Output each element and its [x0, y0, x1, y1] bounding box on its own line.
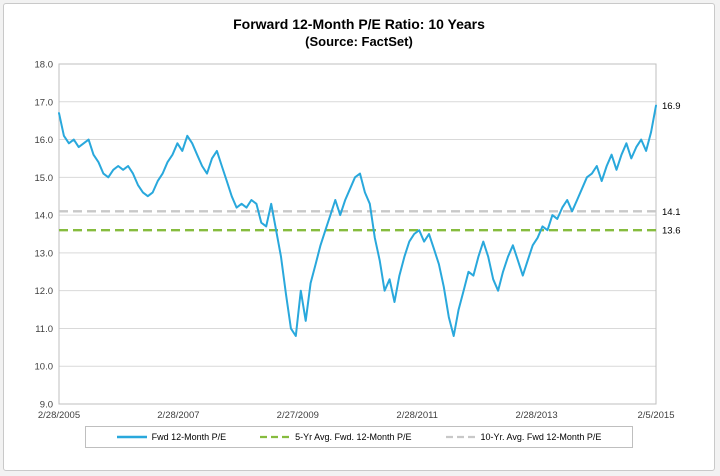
x-axis-tick-label: 2/28/2007 [157, 410, 199, 421]
plot-border [58, 63, 657, 405]
legend-label: Fwd 12-Month P/E [151, 432, 227, 442]
legend-item: 10-Yr. Avg. Fwd 12-Month P/E [445, 432, 602, 442]
y-axis-tick-label: 12.0 [35, 286, 54, 297]
legend-line-sample-icon [445, 435, 476, 439]
legend-line-sample-icon [116, 435, 147, 439]
chart-title: Forward 12-Month P/E Ratio: 10 Years [233, 16, 485, 32]
legend: Fwd 12-Month P/E 5-Yr Avg. Fwd. 12-Month … [85, 426, 633, 448]
chart-card: Forward 12-Month P/E Ratio: 10 Years (So… [3, 3, 715, 471]
legend-item: Fwd 12-Month P/E [116, 432, 227, 442]
value-annotation: 16.9 [662, 101, 681, 112]
y-axis-tick-label: 14.0 [35, 211, 54, 222]
y-axis-tick-label: 9.0 [40, 400, 53, 411]
y-axis-tick-label: 17.0 [35, 97, 54, 108]
x-axis-tick-label: 2/28/2011 [396, 410, 438, 421]
x-axis-tick-label: 2/28/2005 [38, 410, 80, 421]
y-axis-tick-label: 13.0 [35, 248, 54, 259]
value-annotation: 13.6 [662, 226, 681, 237]
value-annotation: 14.1 [662, 207, 681, 218]
x-axis-tick-label: 2/5/2015 [638, 410, 675, 421]
legend-label: 5-Yr Avg. Fwd. 12-Month P/E [295, 432, 412, 442]
chart-subtitle: (Source: FactSet) [305, 34, 413, 49]
y-axis-tick-label: 10.0 [35, 362, 54, 373]
fwd-pe-line [58, 104, 657, 337]
legend-item: 5-Yr Avg. Fwd. 12-Month P/E [260, 432, 412, 442]
x-axis-tick-label: 2/27/2009 [277, 410, 319, 421]
plot-area: 9.0 10.0 11.0 12.0 13.0 14.0 15.0 16.0 17.0 18.0 2… [35, 60, 681, 422]
y-axis-tick-label: 18.0 [35, 60, 54, 71]
y-axis-tick-label: 15.0 [35, 173, 54, 184]
y-axis-tick-label: 11.0 [35, 324, 53, 335]
y-axis-tick-label: 16.0 [35, 135, 54, 146]
legend-line-sample-icon [260, 435, 291, 439]
legend-label: 10-Yr. Avg. Fwd 12-Month P/E [480, 432, 602, 442]
x-axis-tick-label: 2/28/2013 [515, 410, 557, 421]
